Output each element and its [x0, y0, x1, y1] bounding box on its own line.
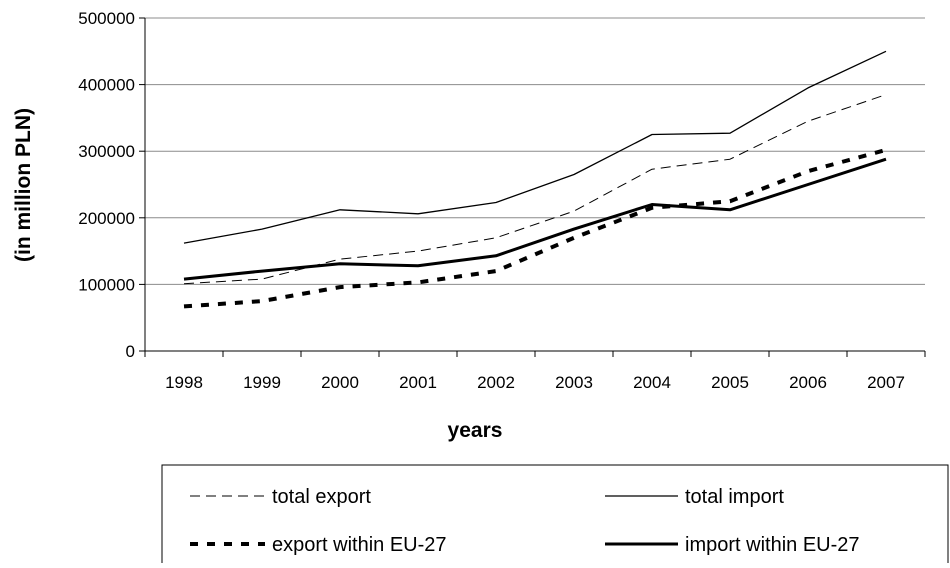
y-tick-label-0: 0 — [126, 342, 135, 361]
series-line-total-import — [183, 50, 887, 244]
x-tick-label-9: 2007 — [867, 373, 905, 392]
legend-label-export-within-eu-27: export within EU-27 — [272, 534, 447, 556]
x-tick-label-6: 2004 — [633, 373, 671, 392]
y-tick-label-5: 500000 — [78, 9, 135, 28]
series-line-import-within-eu-27 — [183, 157, 887, 281]
series-line-total-export — [183, 94, 887, 285]
series-line-export-within-eu-27 — [183, 147, 887, 309]
x-tick-label-1: 1999 — [243, 373, 281, 392]
legend-label-import-within-eu-27: import within EU-27 — [685, 534, 860, 556]
y-tick-label-1: 100000 — [78, 275, 135, 294]
x-tick-label-2: 2000 — [321, 373, 359, 392]
x-tick-label-8: 2006 — [789, 373, 827, 392]
x-tick-label-7: 2005 — [711, 373, 749, 392]
x-tick-label-0: 1998 — [165, 373, 203, 392]
y-tick-label-2: 200000 — [78, 209, 135, 228]
x-axis-title: years — [448, 419, 503, 442]
legend-label-total-import: total import — [685, 486, 784, 508]
y-axis-title: (in million PLN) — [12, 108, 35, 262]
y-tick-label-4: 400000 — [78, 76, 135, 95]
x-tick-label-3: 2001 — [399, 373, 437, 392]
legend-label-total-export: total export — [272, 486, 371, 508]
x-tick-label-4: 2002 — [477, 373, 515, 392]
y-tick-label-3: 300000 — [78, 142, 135, 161]
x-tick-label-5: 2003 — [555, 373, 593, 392]
